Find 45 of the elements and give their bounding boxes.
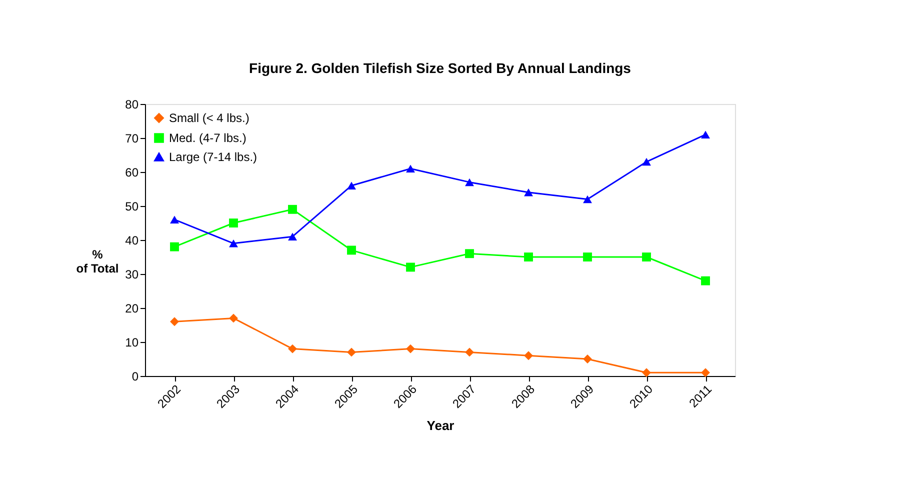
y-tick-label: 10 [125, 336, 139, 350]
point [229, 218, 238, 228]
y-tick-label: 20 [125, 302, 139, 316]
point [583, 252, 592, 262]
point [642, 158, 651, 166]
point [406, 262, 415, 272]
chart-title: Figure 2. Golden Tilefish Size Sorted By Annual Landings [249, 60, 632, 76]
legend-label: Large (7-14 lbs.) [169, 150, 258, 164]
point [347, 182, 356, 190]
legend-label: Small (< 4 lbs.) [169, 111, 250, 125]
legend-label: Med. (4-7 lbs.) [169, 131, 246, 145]
point [465, 249, 474, 258]
point [701, 276, 710, 286]
y-tick-label: 70 [125, 132, 139, 146]
point [701, 368, 710, 378]
point [288, 232, 297, 240]
y-tick-label: 60 [125, 166, 139, 180]
point [170, 216, 179, 224]
point [524, 252, 533, 262]
point [642, 252, 651, 262]
point [701, 130, 710, 138]
point [406, 344, 415, 354]
point [229, 314, 238, 323]
point [642, 368, 651, 378]
point [229, 240, 238, 248]
point [583, 354, 592, 364]
y-tick-label: 40 [125, 234, 139, 248]
y-axis-title: % of Total [76, 248, 119, 276]
point [524, 188, 533, 196]
point [406, 164, 415, 172]
point [347, 246, 356, 255]
y-tick-label: 0 [132, 370, 139, 384]
y-tick-label: 80 [125, 98, 139, 112]
point [170, 317, 179, 326]
point [347, 348, 356, 357]
point [524, 351, 533, 360]
point [288, 344, 297, 354]
point [583, 195, 592, 204]
y-tick-label: 50 [125, 200, 139, 214]
point [465, 348, 474, 357]
x-axis-title: Year [426, 418, 454, 434]
point [170, 242, 179, 252]
point [465, 178, 474, 186]
point [288, 204, 297, 214]
y-tick-label: 30 [125, 268, 139, 282]
